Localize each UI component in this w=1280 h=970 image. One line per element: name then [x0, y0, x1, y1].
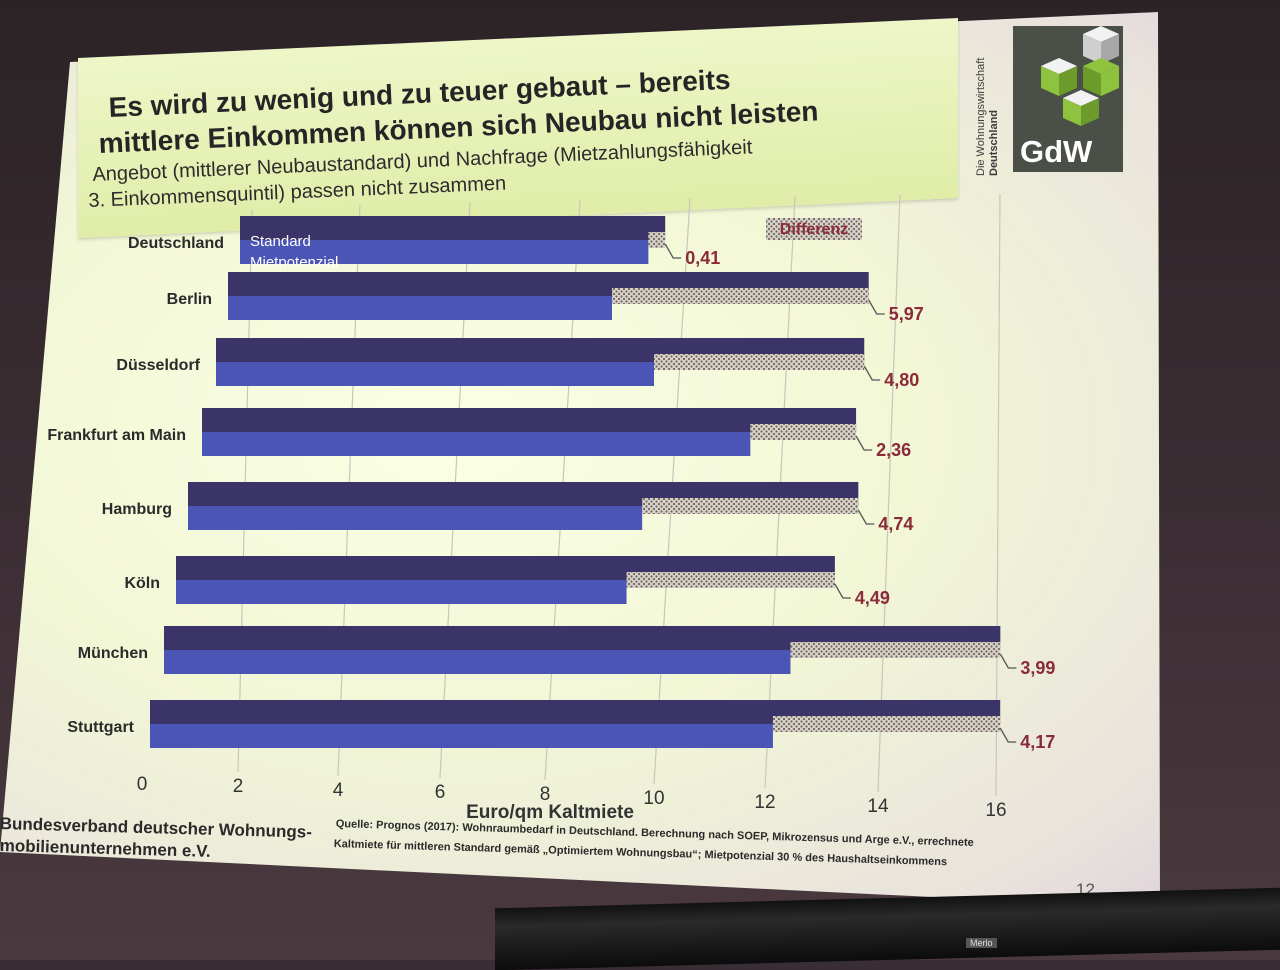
- legend-mietpotenzial: Mietpotenzial: [250, 254, 338, 271]
- category-label: Stuttgart: [67, 719, 134, 736]
- bar-mietpotenzial: [228, 296, 612, 320]
- bar-mietpotenzial: [240, 240, 649, 264]
- logo-text: GdW: [1020, 134, 1093, 169]
- value-connector: [999, 727, 1017, 743]
- bar-mietpotenzial: [176, 580, 627, 604]
- value-connector: [999, 653, 1017, 669]
- value-connector: [855, 435, 873, 451]
- bar-mietpotenzial: [202, 432, 751, 456]
- differenz-value-label: 4,17: [1020, 732, 1055, 752]
- value-connector: [868, 299, 885, 315]
- bar-differenz: [772, 716, 1001, 732]
- bar-standard: [202, 408, 857, 432]
- bar-mietpotenzial: [216, 362, 654, 386]
- cube-logo-icon: [1041, 26, 1119, 126]
- x-tick-label: 12: [754, 792, 775, 813]
- differenz-value-label: 0,41: [685, 248, 720, 268]
- bar-mietpotenzial: [150, 724, 773, 748]
- bar-differenz: [654, 354, 865, 370]
- bar-differenz: [611, 288, 869, 304]
- legend-differenz: Differenz: [780, 221, 848, 238]
- category-label: Deutschland: [128, 235, 224, 252]
- x-tick-label: 0: [137, 774, 148, 795]
- category-label: Hamburg: [102, 501, 172, 518]
- bar-differenz: [750, 424, 857, 440]
- category-label: Düsseldorf: [116, 357, 200, 374]
- gdw-logo: [1013, 26, 1123, 172]
- category-label: Frankfurt am Main: [47, 427, 186, 444]
- bars-group: [150, 216, 1017, 748]
- x-tick-label: 10: [643, 788, 664, 809]
- value-connector: [863, 365, 881, 381]
- bar-differenz: [626, 572, 835, 588]
- x-tick-label: 8: [540, 784, 551, 805]
- x-tick-label: 4: [333, 780, 344, 801]
- x-tick-label: 6: [435, 782, 446, 803]
- value-connector: [857, 509, 875, 525]
- bar-differenz: [790, 642, 1001, 658]
- x-tick-label: 2: [233, 776, 244, 797]
- x-axis-label: Euro/qm Kaltmiete: [466, 802, 634, 823]
- bar-mietpotenzial: [188, 506, 643, 530]
- category-label: München: [78, 645, 148, 662]
- bar-mietpotenzial: [164, 650, 791, 674]
- differenz-value-label: 3,99: [1020, 658, 1055, 678]
- differenz-value-label: 4,49: [855, 588, 890, 608]
- x-tick-label: 14: [867, 796, 889, 817]
- x-tick-label: 16: [985, 800, 1006, 821]
- differenz-value-label: 4,74: [878, 514, 913, 534]
- category-label: Berlin: [167, 291, 212, 308]
- projector-label: Merlo: [966, 938, 997, 948]
- labels-group: 0 2 4 6 8 10 12 14 16 Euro/qm Kaltmiete 0,41 Deutsc…: [47, 221, 1055, 823]
- bar-differenz: [642, 498, 859, 514]
- gridline: [877, 194, 901, 793]
- bar-standard: [240, 216, 666, 240]
- value-connector: [664, 243, 682, 259]
- gridline: [995, 193, 1001, 797]
- bar-differenz: [648, 232, 666, 248]
- differenz-value-label: 4,80: [884, 370, 919, 390]
- differenz-value-label: 2,36: [876, 440, 911, 460]
- category-label: Köln: [124, 575, 160, 592]
- legend-differenz-swatch: [766, 218, 862, 240]
- differenz-value-label: 5,97: [889, 304, 924, 324]
- value-connector: [834, 583, 851, 599]
- legend-standard: Standard: [250, 233, 311, 250]
